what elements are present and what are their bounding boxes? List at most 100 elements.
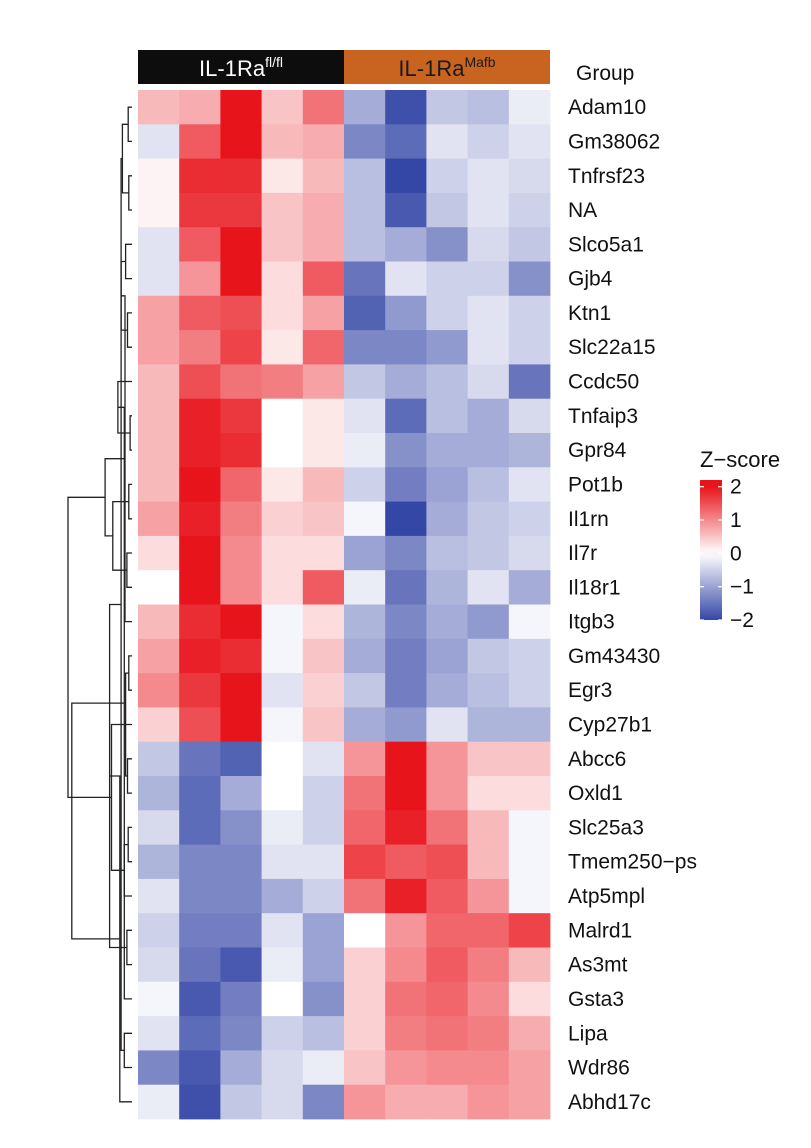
heatmap-cell — [467, 570, 510, 605]
heatmap-cell — [344, 947, 386, 983]
heatmap-cell — [385, 90, 427, 125]
row-label: Abhd17c — [568, 1091, 651, 1114]
heatmap-cell — [467, 192, 510, 228]
heatmap-cell — [344, 330, 386, 365]
heatmap-cell — [302, 330, 345, 365]
heatmap-cell — [261, 604, 304, 640]
heatmap-cell — [508, 638, 551, 674]
row-labels: Adam10 Gm38062 Tnfrsf23 NA Slco5a1 Gjb4 Ktn1 Sl… — [568, 96, 697, 1114]
heatmap-cell — [344, 913, 386, 948]
heatmap-cell — [385, 1016, 427, 1051]
row-label: NA — [568, 199, 597, 222]
dendrogram-branch — [104, 458, 125, 537]
heatmap-cell — [508, 878, 551, 914]
heatmap-cell — [467, 90, 510, 125]
heatmap-cell — [508, 467, 551, 502]
heatmap-cell — [385, 810, 427, 845]
heatmap-cell — [302, 124, 345, 159]
heatmap-cell — [179, 227, 221, 262]
heatmap-cell — [467, 1050, 510, 1086]
row-label: Slc22a15 — [568, 336, 656, 359]
heatmap-cell — [508, 398, 551, 434]
heatmap-cell — [261, 227, 304, 262]
heatmap-cell — [179, 878, 221, 914]
row-label: As3mt — [568, 954, 628, 977]
heatmap-cell — [261, 741, 304, 777]
heatmap-cell — [261, 1084, 304, 1120]
heatmap-cell — [508, 1016, 551, 1051]
group-annotation-bar: IL-1Rafl/fl IL-1RaMafb — [138, 50, 550, 84]
heatmap-cell — [138, 192, 180, 228]
heatmap-cell — [220, 227, 262, 262]
heatmap-cell — [138, 707, 180, 743]
row-label: Abcc6 — [568, 748, 626, 771]
heatmap-cell — [220, 261, 262, 297]
heatmap-cell — [385, 227, 427, 262]
heatmap-cell — [261, 295, 304, 331]
heatmap-cell — [261, 844, 304, 880]
heatmap-cell — [261, 981, 304, 1017]
heatmap-cell — [385, 398, 427, 434]
heatmap-cell — [467, 913, 510, 948]
heatmap-cell — [426, 913, 468, 948]
heatmap-cell — [426, 1016, 468, 1051]
dendrogram-branch — [126, 929, 132, 966]
heatmap-cell — [385, 158, 427, 194]
row-label: Il1rn — [568, 508, 609, 531]
heatmap-cell — [302, 741, 345, 777]
heatmap-cell — [467, 776, 510, 811]
heatmap-cell — [179, 604, 221, 640]
heatmap-cell — [344, 192, 386, 228]
legend-title: Z−score — [700, 447, 780, 472]
heatmap-cell — [220, 295, 262, 331]
group-2-bar — [344, 50, 550, 84]
heatmap-cell — [138, 570, 180, 605]
heatmap-cell — [385, 1050, 427, 1086]
heatmap-cell — [508, 810, 551, 845]
row-label: Gsta3 — [568, 988, 624, 1011]
heatmap-cell — [385, 741, 427, 777]
row-label: Pot1b — [568, 473, 623, 496]
heatmap-cell — [508, 364, 551, 400]
dendrogram-branch — [71, 702, 125, 940]
heatmap-cell — [261, 810, 304, 845]
heatmap-cell — [220, 467, 262, 502]
heatmap-cell — [220, 776, 262, 811]
heatmap-cell — [302, 913, 345, 948]
heatmap-cell — [426, 707, 468, 743]
heatmap-cell — [138, 913, 180, 948]
heatmap-cell — [179, 981, 221, 1017]
row-label: Gpr84 — [568, 439, 627, 462]
row-label: Gm43430 — [568, 645, 660, 668]
heatmap-cell — [302, 878, 345, 914]
heatmap-cell — [179, 1016, 221, 1051]
heatmap-cell — [426, 810, 468, 845]
heatmap-cell — [179, 741, 221, 777]
heatmap-cell — [467, 330, 510, 365]
heatmap-cell — [179, 364, 221, 400]
heatmap-cell — [508, 90, 551, 125]
heatmap-cell — [261, 398, 304, 434]
heatmap-cell — [220, 673, 262, 708]
legend-tick-label: −2 — [730, 609, 754, 632]
heatmap-cell — [302, 467, 345, 502]
heatmap-cell — [344, 535, 386, 571]
dendrogram-branch — [124, 243, 132, 280]
dendrogram-branch — [123, 1032, 132, 1069]
heatmap-cell — [467, 158, 510, 194]
heatmap-cell — [385, 295, 427, 331]
heatmap-cell — [220, 878, 262, 914]
heatmap-cell — [508, 844, 551, 880]
heatmap-cell — [261, 913, 304, 948]
heatmap-cell — [302, 810, 345, 845]
heatmap-cell — [467, 878, 510, 914]
heatmap-cell — [302, 604, 345, 640]
heatmap-cell — [508, 227, 551, 262]
heatmap-cell — [220, 158, 262, 194]
heatmap-cell — [261, 261, 304, 297]
heatmap-cell — [261, 90, 304, 125]
heatmap-cell — [385, 913, 427, 948]
heatmap-cell — [261, 776, 304, 811]
heatmap-cell — [179, 673, 221, 708]
legend-ticks: 2 1 0 −1 −2 — [700, 476, 754, 632]
